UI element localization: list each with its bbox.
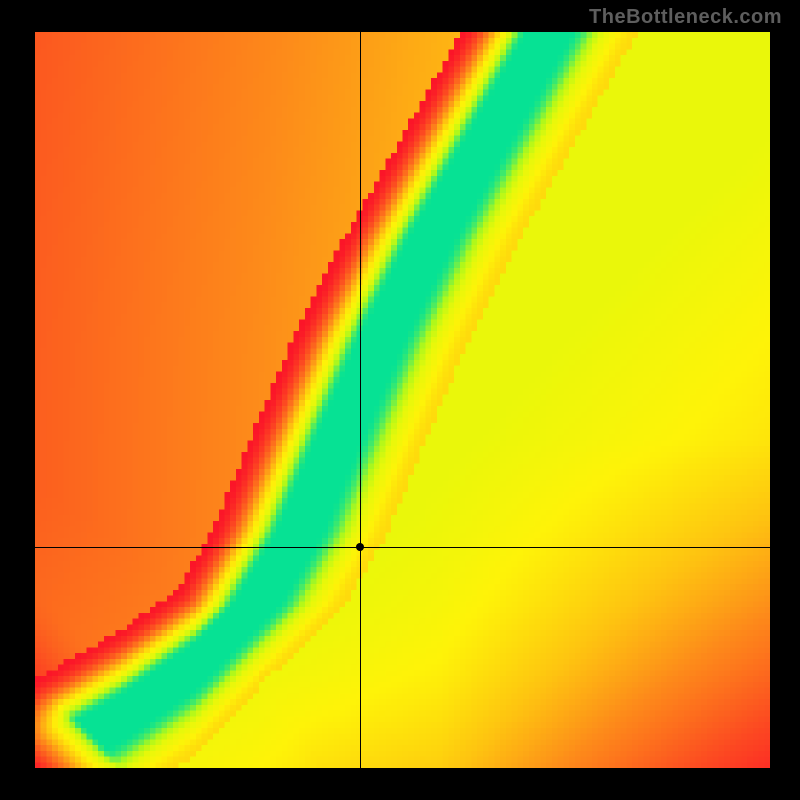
watermark-text: TheBottleneck.com <box>589 6 782 29</box>
heatmap-plot-area <box>35 32 770 768</box>
heatmap-canvas <box>35 32 770 768</box>
crosshair-horizontal <box>35 547 770 548</box>
crosshair-marker <box>356 543 364 551</box>
crosshair-vertical <box>360 32 361 768</box>
